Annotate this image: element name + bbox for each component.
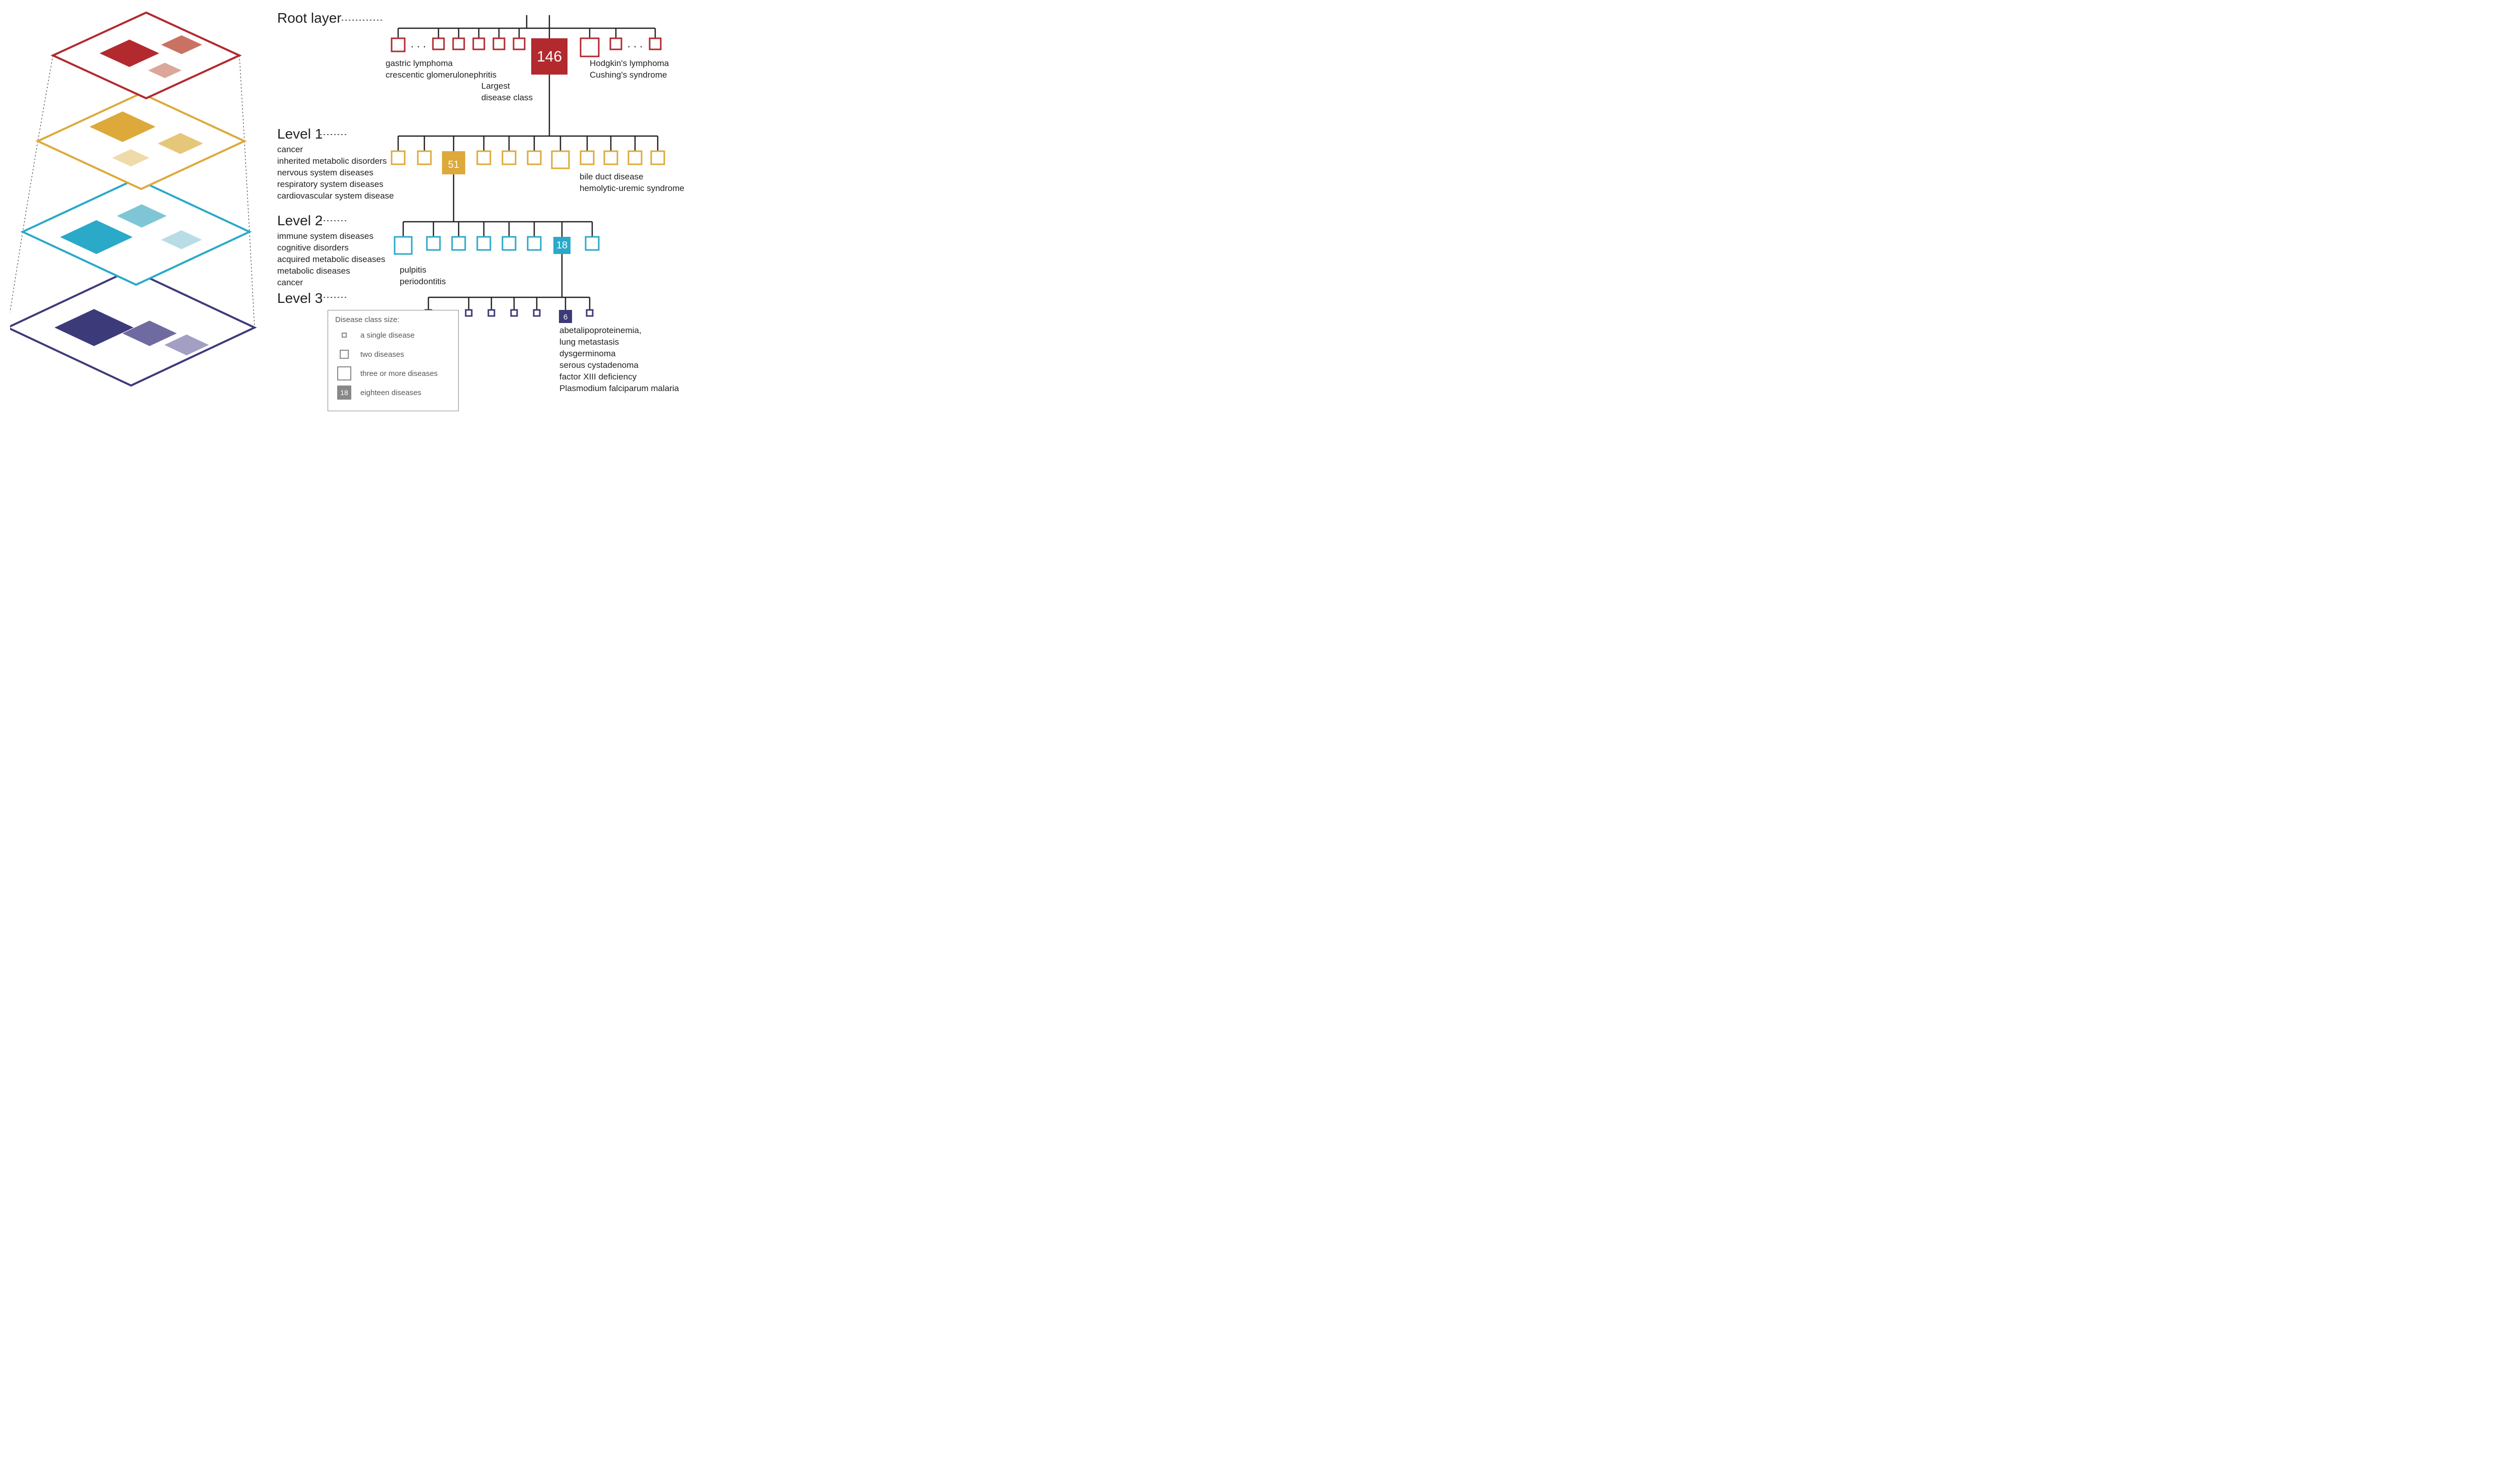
legend-row: two diseases <box>335 346 451 362</box>
root-value-label: Largestdisease class <box>481 81 533 104</box>
label: periodontitis <box>400 276 446 288</box>
label: Plasmodium falciparum malaria <box>559 383 679 395</box>
level2-side-labels: immune system diseases cognitive disorde… <box>277 231 386 289</box>
level1-side-labels: cancer inherited metabolic disorders ner… <box>277 144 394 202</box>
legend-label: three or more diseases <box>360 369 437 378</box>
label: abetalipoproteinemia, <box>559 325 679 337</box>
root-title: Root layer <box>277 10 342 26</box>
label: immune system diseases <box>277 231 386 242</box>
svg-text:146: 146 <box>537 48 562 65</box>
label: factor XIII deficiency <box>559 371 679 383</box>
root-right-labels: Hodgkin's lymphoma Cushing's syndrome <box>590 58 669 81</box>
label: pulpitis <box>400 265 446 276</box>
legend-row: a single disease <box>335 327 451 343</box>
level2-title: Level 2 <box>277 213 323 229</box>
label: crescentic glomerulonephritis <box>386 70 496 81</box>
label: Cushing's syndrome <box>590 70 669 81</box>
root-left-labels: gastric lymphoma crescentic glomerulonep… <box>386 58 496 81</box>
label: metabolic diseases <box>277 266 386 277</box>
label: Hodgkin's lymphoma <box>590 58 669 70</box>
label: nervous system diseases <box>277 167 394 179</box>
label: gastric lymphoma <box>386 58 496 70</box>
svg-text:51: 51 <box>448 159 459 170</box>
legend-title: Disease class size: <box>335 315 451 324</box>
layers-panel <box>10 10 262 403</box>
label: bile duct disease <box>580 171 684 183</box>
legend-row: 18eighteen diseases <box>335 385 451 401</box>
level3-title: Level 3 <box>277 290 323 306</box>
label: hemolytic-uremic syndrome <box>580 183 684 195</box>
level3-bottom-labels: abetalipoproteinemia, lung metastasis dy… <box>559 325 679 395</box>
label: respiratory system diseases <box>277 179 394 190</box>
label: acquired metabolic diseases <box>277 254 386 266</box>
legend-label: a single disease <box>360 331 415 340</box>
svg-text:6: 6 <box>563 313 568 322</box>
diagram-container: Root layer . . .146. . .5118. . .6 gastr… <box>10 10 2510 403</box>
legend-label: two diseases <box>360 350 404 359</box>
label: lung metastasis <box>559 337 679 348</box>
svg-text:. . .: . . . <box>411 37 426 50</box>
level1-title: Level 1 <box>277 126 323 142</box>
level1-right-labels: bile duct disease hemolytic-uremic syndr… <box>580 171 684 195</box>
tree-panel: Root layer . . .146. . .5118. . .6 gastr… <box>277 10 2510 403</box>
legend-row: three or more diseases <box>335 365 451 381</box>
label: cognitive disorders <box>277 242 386 254</box>
label: inherited metabolic disorders <box>277 156 394 167</box>
label: dysgerminoma <box>559 348 679 360</box>
label: serous cystadenoma <box>559 360 679 371</box>
legend: Disease class size: a single disease two … <box>328 310 459 411</box>
svg-text:. . .: . . . <box>627 37 643 50</box>
label: cardiovascular system disease <box>277 190 394 202</box>
legend-label: eighteen diseases <box>360 389 421 397</box>
label: cancer <box>277 144 394 156</box>
svg-text:18: 18 <box>556 240 568 251</box>
label: cancer <box>277 277 386 289</box>
level2-bottom-labels: pulpitis periodontitis <box>400 265 446 288</box>
layers-svg <box>10 10 262 403</box>
